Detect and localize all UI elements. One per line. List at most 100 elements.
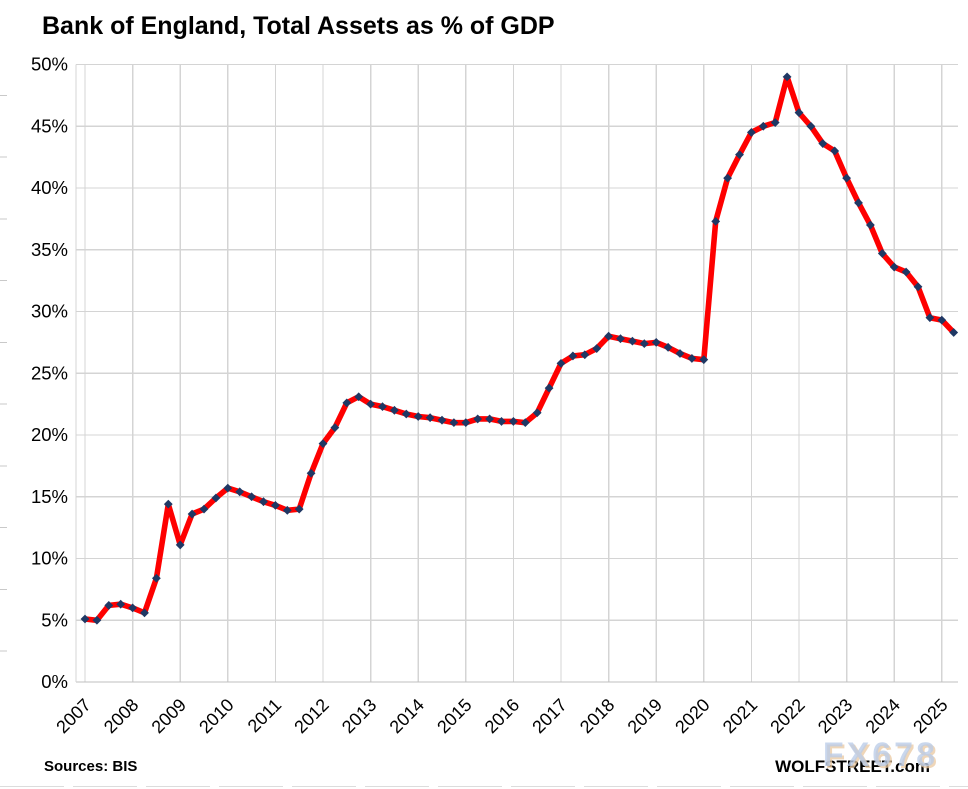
data-point-marker [104,601,114,610]
x-tick-label: 2024 [862,695,904,737]
data-point-marker [711,216,721,226]
data-point-marker [842,173,851,183]
data-point-marker [247,492,256,502]
series-line [82,74,957,624]
data-point-marker [568,351,578,361]
data-point-marker [330,423,340,432]
data-point-marker [663,342,673,352]
data-point-marker [699,355,709,365]
data-point-marker [651,337,661,347]
data-point-marker [473,414,483,424]
x-tick-label: 2025 [909,695,951,737]
data-point-marker [437,415,447,425]
x-tick-label: 2015 [433,695,475,737]
data-point-marker [628,336,637,346]
data-point-marker [116,599,126,609]
bottom-divider [0,786,968,787]
x-tick-label: 2014 [386,695,428,737]
data-point-marker [509,417,518,426]
chart-title: Bank of England, Total Assets as % of GD… [42,12,555,40]
data-point-marker [616,334,625,344]
x-tick-label: 2008 [100,695,142,737]
data-point-marker [532,408,542,418]
y-tick-label: 10% [31,548,68,569]
data-point-marker [794,108,804,118]
data-point-marker [80,614,90,624]
y-tick-label: 30% [31,301,68,322]
data-point-marker [318,439,328,449]
data-point-marker [342,398,352,408]
data-point-marker [806,121,816,131]
data-point-marker [425,413,435,423]
x-tick-label: 2011 [244,695,286,737]
y-tick-label: 20% [31,424,68,445]
data-point-marker [889,262,899,272]
data-point-marker [378,402,387,411]
x-tick-label: 2010 [195,695,237,737]
data-point-marker [592,344,602,353]
data-point-marker [413,412,423,421]
x-tick-label: 2012 [290,695,332,737]
data-point-marker [866,220,875,230]
data-point-marker [949,328,959,337]
data-point-marker [544,383,554,393]
data-point-marker [401,409,411,419]
x-tick-label: 2023 [814,695,856,737]
data-point-marker [604,331,613,341]
data-point-marker [675,349,685,358]
brand-label: WOLFSTREET.com [775,757,930,776]
x-tick-label: 2017 [528,695,570,737]
y-tick-label: 35% [31,239,68,260]
data-point-marker [735,150,744,160]
data-point-marker [259,497,268,507]
data-point-marker [306,468,316,478]
data-point-marker [723,173,732,183]
data-point-marker [390,405,399,415]
data-point-marker [163,499,173,509]
y-tick-label: 0% [41,671,68,692]
data-point-marker [687,354,697,363]
data-point-marker [235,487,245,497]
data-point-marker [639,339,649,349]
data-point-marker [556,358,566,368]
data-point-marker [497,417,506,426]
x-tick-label: 2022 [766,695,808,737]
data-point-marker [223,483,233,493]
data-point-marker [294,504,304,514]
data-point-marker [770,118,780,127]
data-point-marker [913,282,923,292]
data-point-marker [366,399,375,409]
data-point-marker [211,493,221,503]
data-point-marker [175,540,185,550]
source-label: Sources: BIS [44,758,138,775]
y-tick-label: 50% [31,54,68,75]
data-point-marker [92,615,102,625]
data-point-marker [128,603,137,613]
data-point-marker [877,249,887,258]
data-point-marker [449,418,459,428]
x-tick-label: 2007 [52,695,94,737]
data-point-marker [282,505,292,515]
y-tick-label: 25% [31,362,68,383]
data-point-marker [187,509,197,519]
data-point-marker [199,504,209,514]
x-tick-label: 2020 [671,695,713,737]
data-point-marker [354,392,364,402]
data-point-marker [782,72,792,82]
data-point-marker [520,418,530,428]
data-point-marker [818,139,828,148]
data-point-marker [580,350,590,360]
data-point-marker [830,146,840,156]
y-tick-label: 5% [41,609,68,630]
y-tick-label: 15% [31,486,68,507]
x-tick-label: 2009 [148,695,190,737]
data-point-marker [747,128,756,137]
y-tick-label: 40% [31,177,68,198]
data-point-marker [758,121,768,131]
x-tick-label: 2016 [481,695,523,737]
x-tick-label: 2013 [338,695,380,737]
x-tick-label: 2018 [576,695,618,737]
data-point-marker [152,573,161,583]
data-point-marker [271,500,280,510]
